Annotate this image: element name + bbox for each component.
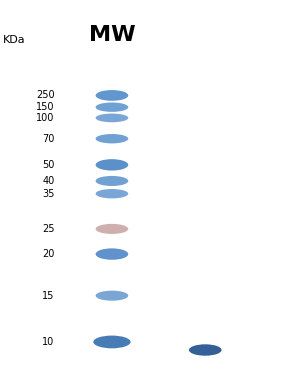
Text: 150: 150: [36, 102, 55, 112]
Ellipse shape: [96, 103, 128, 112]
Ellipse shape: [96, 189, 128, 199]
Ellipse shape: [96, 90, 128, 101]
Text: 50: 50: [42, 160, 55, 170]
Text: 35: 35: [42, 189, 55, 199]
Ellipse shape: [96, 248, 128, 260]
Text: 20: 20: [42, 249, 55, 259]
Text: 25: 25: [42, 224, 55, 234]
Ellipse shape: [96, 291, 128, 301]
Text: KDa: KDa: [3, 35, 26, 45]
Ellipse shape: [96, 159, 128, 170]
Text: 15: 15: [42, 291, 55, 301]
Ellipse shape: [189, 344, 221, 356]
Text: 100: 100: [36, 113, 55, 123]
Text: MW: MW: [88, 25, 135, 45]
Text: 70: 70: [42, 134, 55, 144]
Text: 40: 40: [42, 176, 55, 186]
Text: 250: 250: [36, 90, 55, 101]
Ellipse shape: [96, 176, 128, 186]
Ellipse shape: [96, 224, 128, 234]
Ellipse shape: [93, 335, 131, 348]
Ellipse shape: [96, 113, 128, 122]
Text: 10: 10: [42, 337, 55, 347]
Ellipse shape: [96, 134, 128, 144]
